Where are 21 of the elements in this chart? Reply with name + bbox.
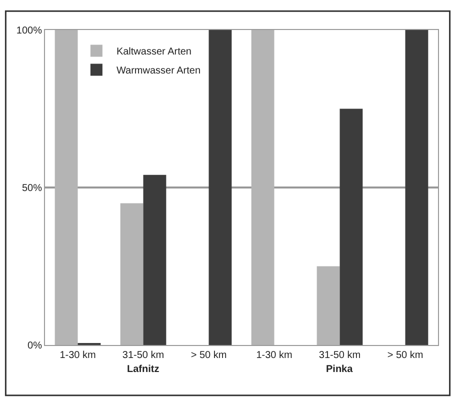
bar (54, 30, 78, 345)
x-tick-label: > 50 km (387, 350, 424, 361)
x-tick-label: > 50 km (190, 350, 227, 361)
y-tick-label: 100% (16, 26, 42, 36)
bar (143, 174, 166, 345)
text: Pinka (326, 364, 354, 375)
text: Lafnitz (127, 364, 160, 375)
y-tick-label: 50% (22, 183, 42, 194)
bar (208, 30, 232, 345)
x-tick-label: 1-30 km (256, 350, 292, 361)
bar (405, 30, 428, 345)
bar (316, 266, 340, 345)
y-tick-label: 0% (28, 340, 42, 352)
bar (251, 30, 274, 345)
legend-label: Kaltwasser Arten (116, 46, 192, 58)
x-tick-label: 31-50 km (122, 350, 164, 361)
x-tick-label: 1-30 km (60, 350, 96, 361)
bar (120, 203, 144, 345)
bar (340, 108, 363, 345)
x-tick-label: 31-50 km (318, 350, 361, 361)
legend-label: Warmwasser Arten (116, 66, 201, 77)
